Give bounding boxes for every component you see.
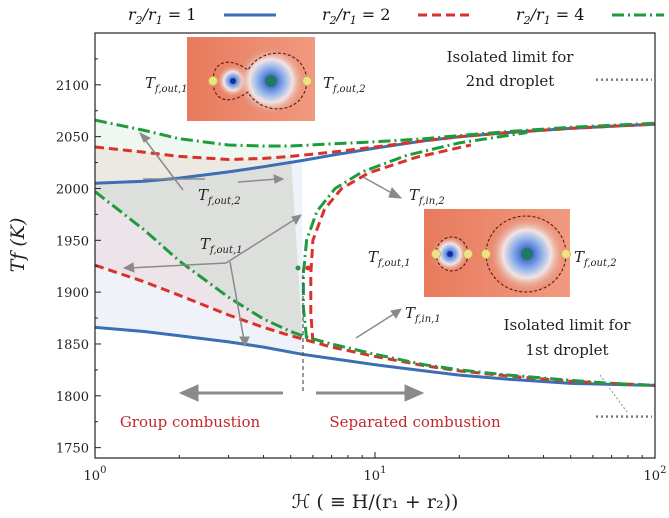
- label-tf-in-2: Tf,in,2: [409, 186, 445, 207]
- y-tick-label: 1800: [56, 390, 89, 405]
- small-droplet: [447, 251, 453, 257]
- region-fill-2: [95, 147, 303, 339]
- arrow-tf-in-1: [355, 311, 398, 339]
- legend-label: r2/r1 = 2: [322, 5, 390, 27]
- y-tick-label: 2000: [56, 182, 89, 197]
- inset-group-combustion: [187, 37, 315, 121]
- svg-text:Tf,in,1: Tf,in,1: [405, 304, 441, 325]
- legend-item-2: r2/r1 = 2: [322, 5, 470, 27]
- arrow-limit-1: [599, 374, 628, 413]
- x-tick-label: 102: [644, 465, 667, 484]
- region-fill-3: [95, 120, 303, 336]
- large-droplet: [521, 248, 533, 260]
- legend-label: r2/r1 = 1: [128, 5, 196, 27]
- marker-tf-in-2: [481, 249, 491, 259]
- series-1-lower: [95, 325, 655, 387]
- svg-text:Tf,out,2: Tf,out,2: [198, 186, 241, 207]
- inset-separated-combustion: [424, 209, 571, 297]
- y-tick-label: 1950: [56, 234, 89, 249]
- transition-point: [295, 265, 301, 271]
- annotation-isolated-2nd-l1: Isolated limit for: [447, 48, 575, 66]
- arrow-tf-out-2-a: [142, 136, 184, 191]
- label-tf-out-1-inset-2: Tf,out,1: [368, 248, 411, 269]
- x-axis-label: ℋ ( ≡ H/(r₁ + r₂)): [292, 491, 459, 513]
- legend-item-1: r2/r1 = 1: [128, 5, 276, 27]
- series-3-upper: [95, 118, 655, 148]
- series-3-lower: [95, 190, 655, 387]
- y-axis-label: Tf (K): [7, 218, 29, 273]
- label-tf-out-2: Tf,out,2: [198, 186, 241, 207]
- svg-text:Tf,out,2: Tf,out,2: [574, 248, 617, 269]
- annotation-isolated-1st-l1: Isolated limit for: [504, 316, 632, 334]
- transition-point: [305, 265, 311, 271]
- svg-text:Tf,out,2: Tf,out,2: [323, 74, 366, 95]
- legend-label: r2/r1 = 4: [516, 5, 584, 27]
- label-tf-out-2-inset: Tf,out,2: [323, 74, 366, 95]
- x-tick-label: 100: [84, 465, 107, 484]
- legend-item-3: r2/r1 = 4: [516, 5, 664, 27]
- arrow-tf-out-1-a: [128, 262, 227, 269]
- annotation-isolated-2nd-l2: 2nd droplet: [466, 72, 555, 90]
- marker-tf-out-1: [208, 76, 218, 86]
- arrow-tf-out-1-c: [229, 261, 245, 341]
- svg-text:Tf,in,2: Tf,in,2: [409, 186, 445, 207]
- arrow-tf-out-1-b: [225, 217, 298, 264]
- annotation-arrows: [122, 131, 628, 413]
- legend: r2/r1 = 1 r2/r1 = 2 r2/r1 = 4: [128, 5, 664, 27]
- y-tick-label: 1900: [56, 286, 89, 301]
- y-tick-label: 2050: [56, 131, 89, 146]
- marker-tf-in-1: [463, 249, 473, 259]
- annotation-group-combustion: Group combustion: [120, 413, 261, 431]
- arrow-tf-out-2-c: [237, 178, 279, 183]
- label-tf-in-1: Tf,in,1: [405, 304, 441, 325]
- arrowhead: [138, 131, 151, 143]
- region-fill-1: [95, 160, 303, 355]
- large-droplet: [265, 75, 277, 87]
- x-tick-label: 101: [364, 465, 387, 484]
- y-tick-label: 2100: [56, 79, 89, 94]
- annotation-separated-combustion: Separated combustion: [329, 413, 501, 431]
- marker-tf-out-1b: [431, 249, 441, 259]
- series-2-lower: [95, 263, 655, 387]
- small-droplet: [230, 78, 236, 84]
- series-2-turning: [309, 143, 472, 343]
- axis-ticks: 1750 1800 1850 1900 1950 2000 2050 2100 100 101 10…: [56, 58, 667, 484]
- label-tf-out-1: Tf,out,1: [200, 235, 243, 256]
- y-tick-label: 1750: [56, 442, 89, 457]
- label-tf-out-1-inset: Tf,out,1: [145, 74, 188, 95]
- annotation-isolated-1st-l2: 1st droplet: [525, 341, 608, 359]
- marker-tf-out-2b: [561, 249, 571, 259]
- label-tf-out-2-inset-2: Tf,out,2: [574, 248, 617, 269]
- y-tick-label: 1850: [56, 338, 89, 353]
- marker-tf-out-2: [302, 76, 312, 86]
- svg-text:Tf,out,1: Tf,out,1: [368, 248, 411, 269]
- svg-text:Tf,out,1: Tf,out,1: [200, 235, 243, 256]
- svg-text:Tf,out,1: Tf,out,1: [145, 74, 188, 95]
